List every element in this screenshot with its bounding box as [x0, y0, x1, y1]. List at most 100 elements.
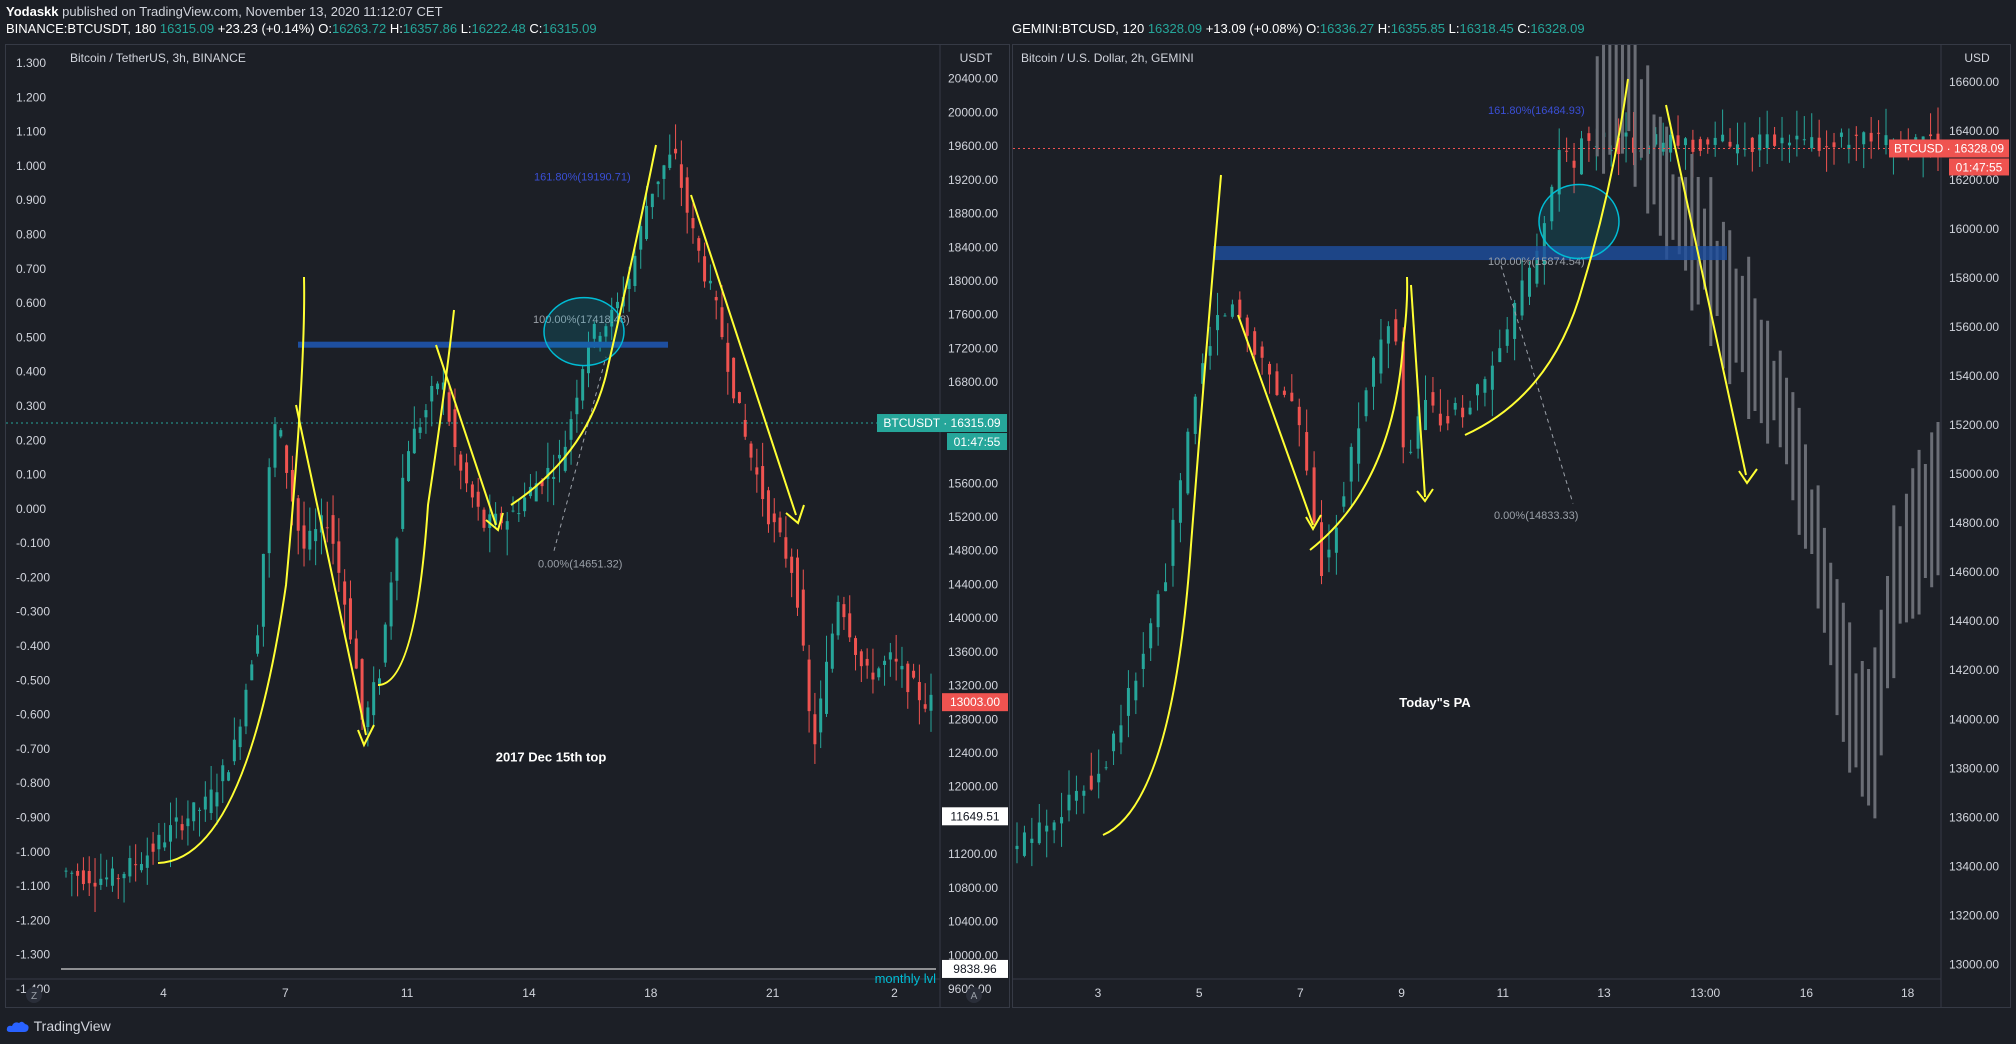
tradingview-logo[interactable]: TradingView [6, 1018, 111, 1034]
y-tick-label: 18400.00 [948, 240, 998, 254]
left-chart-svg[interactable]: Bitcoin / TetherUS, 3h, BINANCE USDT 20400… [6, 45, 1010, 1008]
left-scale-tick: 0.200 [16, 433, 46, 447]
candle-body [1795, 135, 1799, 140]
candle-body [929, 694, 933, 711]
y-tick-label: 12400.00 [948, 746, 998, 760]
candle-body [854, 638, 858, 655]
candle-body [668, 154, 672, 168]
candle-body [1178, 480, 1182, 523]
candle-body [1112, 733, 1116, 752]
candle-body [894, 658, 898, 662]
candle-body [395, 538, 399, 581]
candle-body [1461, 407, 1465, 418]
yellow-arrow-1 [357, 724, 375, 748]
x-tick-label: 18 [1901, 986, 1915, 1000]
candle-body [488, 514, 492, 528]
right-chart-svg[interactable]: Bitcoin / U.S. Dollar, 2h, GEMINI USD 1660… [1013, 45, 2011, 1008]
candle-body [1275, 371, 1279, 395]
candle-body [1773, 134, 1777, 146]
auto-scale-button-icon [966, 987, 982, 1003]
y-tick-label: 16200.00 [1949, 173, 1999, 187]
candle-body [778, 517, 782, 533]
candle-body [726, 342, 730, 372]
candle-body [737, 392, 741, 404]
candle-body [743, 419, 747, 437]
y-tick-label: 19600.00 [948, 139, 998, 153]
left-scale-tick: 1.200 [16, 90, 46, 104]
red-price-tag-text: 13003.00 [950, 695, 1000, 709]
candle-body [1342, 496, 1346, 507]
candle-body [784, 537, 788, 559]
candle-body [87, 871, 91, 884]
candle-body [1661, 142, 1665, 152]
candle-body [1223, 315, 1227, 317]
left-close: 16315.09 [542, 21, 597, 36]
yellow-parabola-1 [157, 276, 306, 864]
right-change: +13.09 (+0.08%) [1205, 21, 1303, 36]
zoom-button-label: Z [31, 991, 37, 1002]
left-scale-tick: -1.100 [16, 879, 50, 893]
y-tick-label: 18800.00 [948, 207, 998, 221]
candle-body [105, 877, 109, 880]
left-high: 16357.86 [402, 21, 458, 36]
candle-body [801, 589, 805, 646]
candle-body [906, 663, 910, 693]
y-tick-label: 18000.00 [948, 274, 998, 288]
candle-body [546, 467, 550, 479]
price-unit-label: USDT [960, 51, 993, 65]
candle-body [139, 864, 143, 871]
candle-body [122, 873, 126, 879]
y-tick-label: 14400.00 [1949, 614, 1999, 628]
yellow-parabola-3 [510, 144, 657, 506]
candle-body [1030, 838, 1034, 843]
candle-body [1082, 790, 1086, 796]
y-tick-label: 15600.00 [1949, 320, 1999, 334]
candle-body [1186, 431, 1190, 494]
candle-body [598, 335, 602, 343]
candle-body [842, 604, 846, 618]
candle-body [418, 427, 422, 433]
candle-body [1624, 132, 1628, 137]
candle-body [830, 633, 834, 669]
candle-body [447, 392, 451, 422]
candle-body [1409, 451, 1413, 453]
candle-body [877, 668, 881, 678]
candle-body [1416, 416, 1420, 449]
candle-body [1498, 348, 1502, 363]
x-tick-label: 7 [1297, 986, 1304, 1000]
candle-body [470, 484, 474, 498]
right-chart-pane[interactable]: Bitcoin / U.S. Dollar, 2h, GEMINI USD 1660… [1012, 44, 2011, 1008]
candle-body [401, 477, 405, 529]
countdown-tag-text: 01:47:55 [1956, 160, 2003, 174]
candle-body [192, 802, 196, 822]
candle-body [1847, 144, 1851, 149]
candle-body [1253, 331, 1257, 355]
candle-body [1424, 399, 1428, 431]
h-label: H: [1377, 21, 1391, 36]
candle-body [848, 613, 852, 638]
candle-body [1817, 137, 1821, 151]
y-tick-label: 13800.00 [1949, 761, 1999, 775]
candle-body [592, 324, 596, 339]
candle-body [436, 383, 440, 390]
right-symbol: GEMINI:BTCUSD, 120 [1012, 21, 1145, 36]
candle-body [99, 878, 103, 885]
y-tick-label: 15800.00 [1949, 271, 1999, 285]
left-chart-pane[interactable]: Bitcoin / TetherUS, 3h, BINANCE USDT 20400… [5, 44, 1010, 1008]
publish-line: Yodaskk published on TradingView.com, No… [6, 4, 443, 19]
candle-body [917, 682, 921, 701]
candle-body [412, 428, 416, 454]
candle-body [186, 818, 190, 827]
resistance-band [298, 341, 668, 348]
author-name[interactable]: Yodaskk [6, 4, 59, 19]
candle-body [424, 410, 428, 418]
y-tick-label: 15200.00 [1949, 418, 1999, 432]
candle-body [1914, 137, 1918, 140]
candle-body [1765, 134, 1769, 149]
chart-note: 2017 Dec 15th top [496, 749, 607, 764]
candle-body [81, 870, 85, 885]
candle-body [1758, 134, 1762, 151]
countdown-tag [947, 433, 1007, 451]
candle-body [1787, 142, 1791, 146]
tradingview-brand: TradingView [33, 1018, 111, 1034]
